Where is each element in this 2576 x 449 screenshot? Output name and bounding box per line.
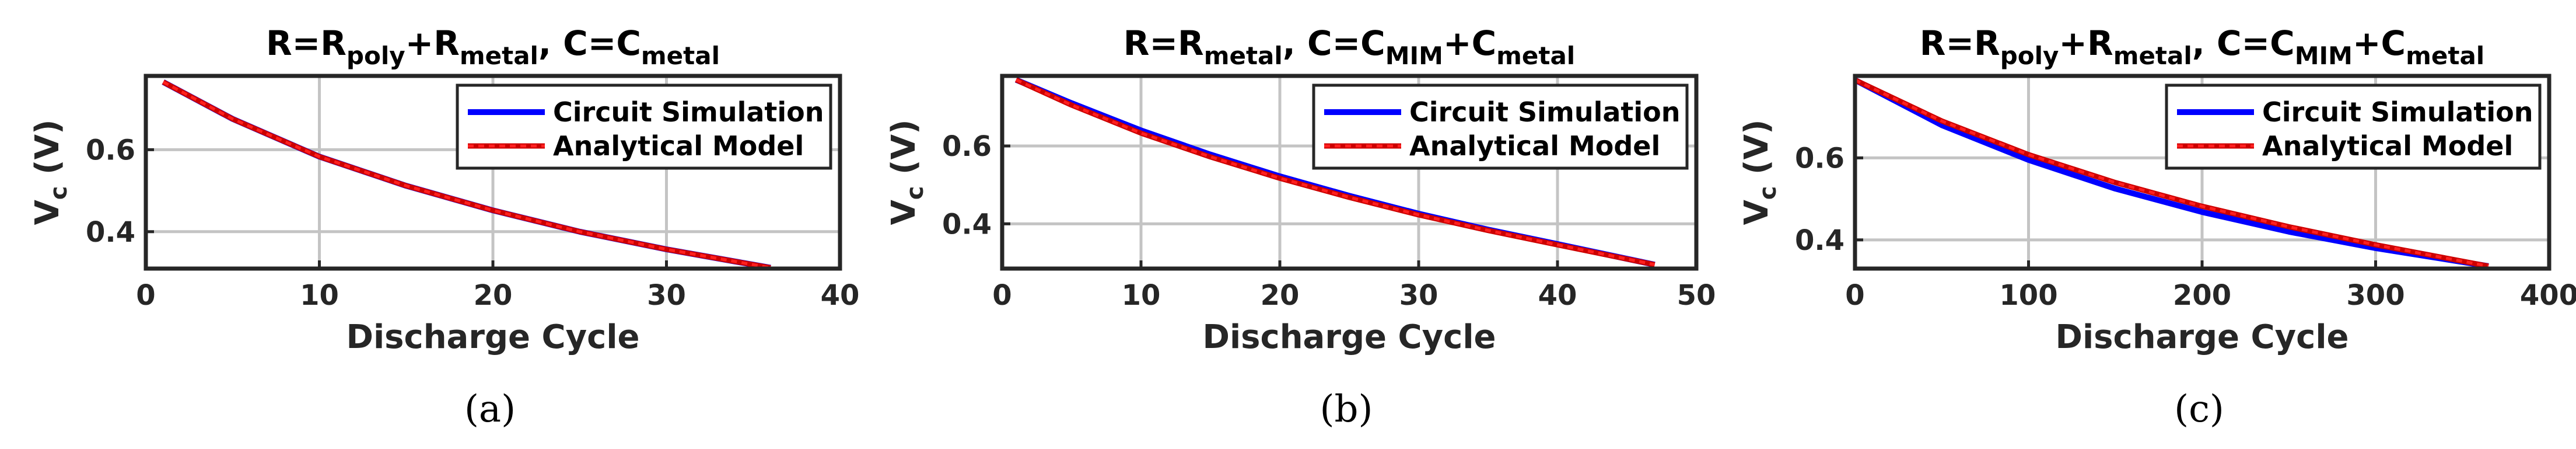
- panel-caption: (b): [1320, 388, 1373, 431]
- title-subscript: metal: [1496, 41, 1575, 70]
- y-axis-label-unit: (V): [885, 119, 923, 186]
- title-text: , C=C: [1283, 23, 1385, 63]
- y-tick-label: 0.6: [942, 130, 992, 163]
- title-text: R=R: [1124, 23, 1204, 63]
- title-text: , C=C: [538, 23, 641, 63]
- x-tick-label: 30: [1399, 279, 1438, 312]
- panel-caption: (c): [2174, 388, 2224, 431]
- chart-panel-c: 0 100 200 300 400 0.4 0.6 Discharge Cycle Vc (V)…: [1738, 23, 2576, 431]
- title-subscript: metal: [1204, 41, 1283, 70]
- title-subscript: MIM: [2295, 41, 2353, 70]
- title-subscript: poly: [346, 41, 405, 70]
- title-text: , C=C: [2192, 23, 2295, 63]
- series-analytical-model-dots: [162, 81, 771, 270]
- series-analytical-model-dots: [1015, 78, 1656, 266]
- chart-title: R=Rmetal, C=CMIM+Cmetal: [1124, 23, 1575, 70]
- y-tick-label: 0.4: [86, 216, 135, 249]
- y-tick-label: 0.4: [1795, 224, 1845, 257]
- y-axis-label-sub: c: [902, 186, 929, 200]
- x-tick-label: 100: [1999, 279, 2057, 312]
- legend-label-model: Analytical Model: [553, 130, 804, 162]
- x-tick-label: 0: [1845, 279, 1864, 312]
- x-axis-label: Discharge Cycle: [346, 318, 639, 356]
- series-circuit-simulation: [1853, 77, 2489, 269]
- y-axis-label-sub: c: [1755, 186, 1782, 200]
- title-subscript: poly: [2000, 41, 2059, 70]
- title-subscript: MIM: [1385, 41, 1443, 70]
- x-axis-label: Discharge Cycle: [2055, 318, 2348, 356]
- y-axis-label-unit: (V): [29, 119, 66, 186]
- title-text: +C: [2353, 23, 2406, 63]
- title-text: R=R: [1920, 23, 2000, 63]
- legend-box: [1312, 83, 1689, 170]
- x-tick-label: 30: [647, 279, 686, 312]
- y-axis-label-var: V: [1738, 200, 1776, 225]
- y-axis-label-unit: (V): [1738, 119, 1776, 186]
- y-tick-label: 0.6: [1795, 142, 1845, 175]
- x-tick-label: 20: [1261, 279, 1300, 312]
- chart-panel-b: 0 10 20 30 40 50 0.4 0.6 Discharge Cycle Vc (V) R=…: [885, 23, 1716, 431]
- y-axis-label-sub: c: [46, 186, 72, 200]
- legend-box: [456, 83, 832, 170]
- y-tick-label: 0.6: [86, 134, 135, 166]
- series-analytical-model: [1854, 77, 2489, 269]
- legend-label-model: Analytical Model: [1409, 130, 1660, 162]
- legend-label-simulation: Circuit Simulation: [553, 96, 824, 128]
- x-tick-label: 50: [1677, 279, 1716, 312]
- x-tick-label: 10: [300, 279, 339, 312]
- chart-title: R=Rpoly+Rmetal, C=Cmetal: [266, 23, 720, 70]
- x-tick-label: 0: [992, 279, 1012, 312]
- legend-label-simulation: Circuit Simulation: [1409, 96, 1681, 128]
- title-subscript: metal: [460, 41, 538, 70]
- title-subscript: metal: [2406, 41, 2484, 70]
- chart-panel-a: 0 10 20 30 40 0.4 0.6 Discharge Cycle Vc (V) R=Rp…: [29, 23, 859, 431]
- x-tick-label: 40: [1538, 279, 1577, 312]
- x-tick-label: 40: [821, 279, 860, 312]
- x-tick-label: 0: [136, 279, 155, 312]
- x-tick-label: 300: [2346, 279, 2404, 312]
- title-subscript: metal: [641, 41, 720, 70]
- x-tick-label: 10: [1122, 279, 1161, 312]
- legend-label-simulation: Circuit Simulation: [2262, 96, 2533, 128]
- title-text: +C: [1443, 23, 1496, 63]
- y-axis-label-var: V: [29, 200, 66, 225]
- legend-label-model: Analytical Model: [2262, 130, 2513, 162]
- x-tick-label: 400: [2520, 279, 2576, 312]
- y-axis-label-var: V: [885, 200, 923, 225]
- x-tick-label: 20: [474, 279, 513, 312]
- title-text: R=R: [266, 23, 346, 63]
- title-text: +R: [2059, 23, 2113, 63]
- axes-frame: [1000, 74, 1699, 271]
- panel-caption: (a): [464, 388, 516, 431]
- x-tick-label: 200: [2173, 279, 2231, 312]
- legend-box: [2165, 83, 2542, 170]
- y-axis-label: Vc (V): [29, 119, 72, 225]
- title-text: +R: [405, 23, 460, 63]
- y-tick-label: 0.4: [942, 208, 992, 241]
- chart-title: R=Rpoly+Rmetal, C=CMIM+Cmetal: [1920, 23, 2484, 70]
- y-axis-label: Vc (V): [1738, 119, 1782, 225]
- y-axis-label: Vc (V): [885, 119, 929, 225]
- title-subscript: metal: [2113, 41, 2192, 70]
- x-axis-label: Discharge Cycle: [1202, 318, 1496, 356]
